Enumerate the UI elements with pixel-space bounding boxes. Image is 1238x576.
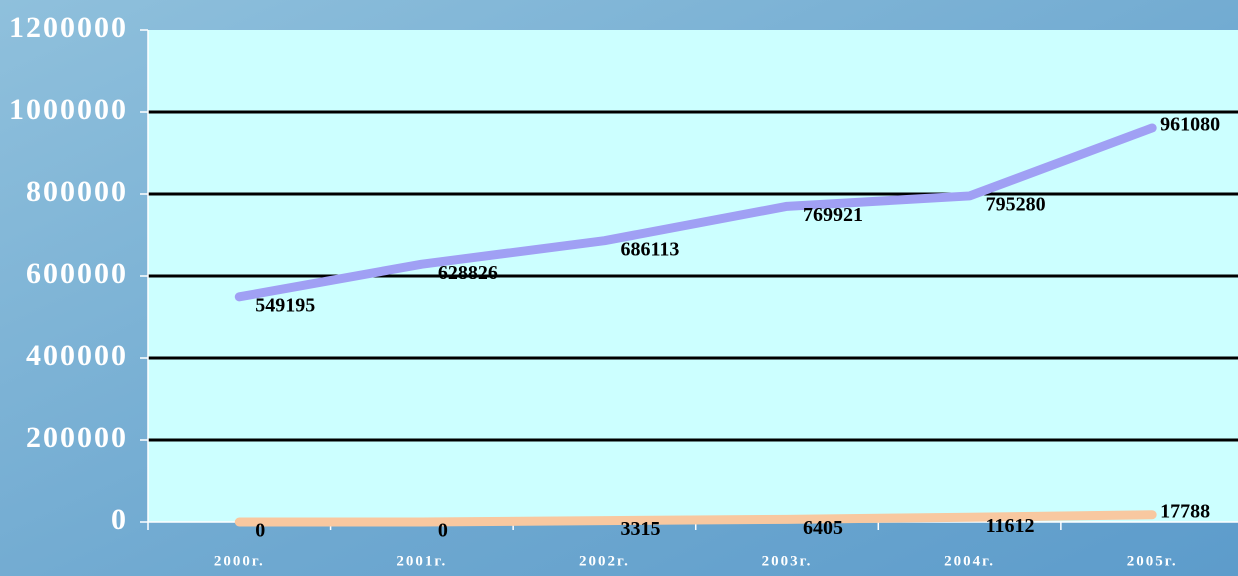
- data-label: 628826: [438, 262, 498, 284]
- data-label: 961080: [1160, 114, 1220, 136]
- x-tick-label: 2001г.: [396, 553, 447, 569]
- y-tick-label: 1000000: [9, 93, 128, 126]
- series-line: [234, 510, 1157, 527]
- data-label: 795280: [986, 194, 1046, 216]
- x-tick-label: 2003г.: [762, 553, 813, 569]
- y-tick-label: 1200000: [9, 11, 128, 44]
- x-tick-label: 2004г.: [944, 553, 995, 569]
- data-label: 769921: [803, 204, 863, 226]
- y-tick-label: 600000: [26, 257, 128, 290]
- data-label: 686113: [620, 238, 679, 260]
- x-tick-label: 2005г.: [1127, 553, 1178, 569]
- y-tick-label: 0: [111, 503, 128, 536]
- data-label: 3315: [620, 518, 660, 540]
- x-tick-label: 2000г.: [214, 553, 265, 569]
- data-label: 0: [255, 520, 265, 542]
- data-label: 17788: [1160, 500, 1210, 522]
- x-tick-label: 2002г.: [579, 553, 630, 569]
- y-tick-label: 200000: [26, 421, 128, 454]
- data-label: 6405: [803, 517, 843, 539]
- data-label: 549195: [255, 294, 315, 316]
- y-tick-label: 400000: [26, 339, 128, 372]
- data-label: 11612: [986, 515, 1035, 537]
- data-label: 0: [438, 520, 448, 542]
- series-line: [234, 123, 1157, 302]
- y-tick-label: 800000: [26, 175, 128, 208]
